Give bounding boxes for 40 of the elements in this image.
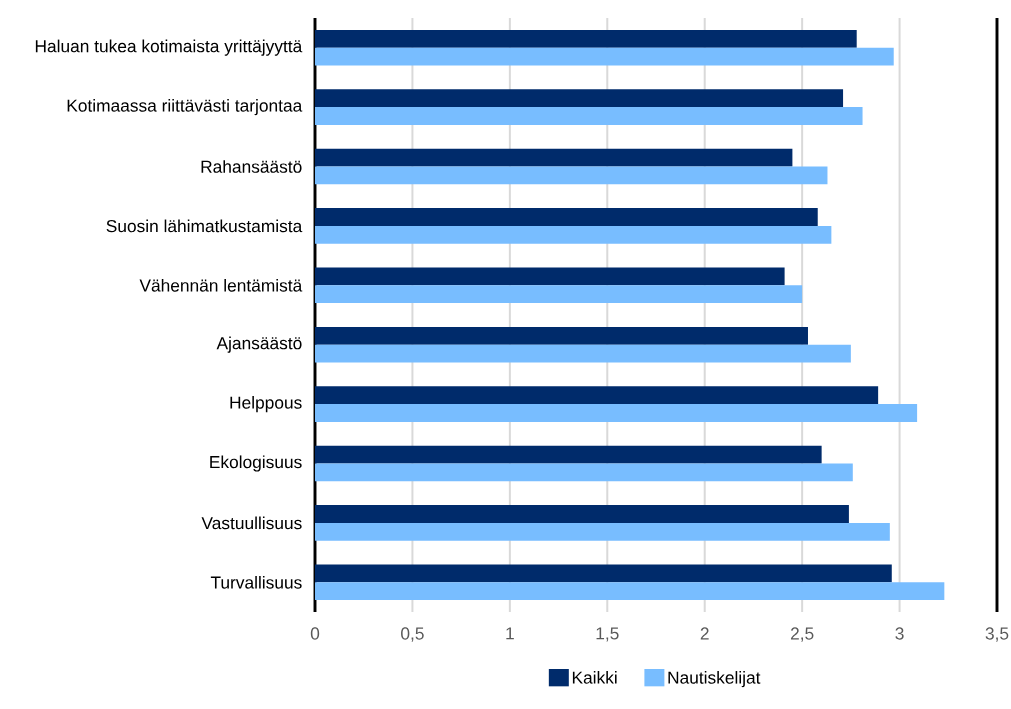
bar [315,208,818,226]
bar [315,463,853,482]
bar [315,47,894,66]
bar [315,582,945,601]
y-tick-label: Turvallisuus [210,575,302,589]
x-tick-label: 2 [700,627,709,640]
bar [315,344,851,363]
bar [315,522,890,541]
bar [315,148,793,167]
bar [315,386,879,405]
x-tick-label: 2,5 [790,627,814,642]
y-tick-label: Vähennän lentämistä [139,278,303,292]
y-tick-label: Suosin lähimatkustamista [106,219,303,233]
legend-label: Nautiskelijat [668,671,761,688]
y-tick-label: Kotimaassa riittävästi tarjontaa [67,99,303,116]
bar [315,285,803,304]
x-tick-label: 1,5 [596,627,619,642]
y-tick-label: Vastuullisuus [201,516,302,530]
bar [315,107,863,125]
bar [315,225,832,244]
bar [315,166,828,185]
y-tick-label: Haluan tukea kotimaista yrittäjyyttä [35,39,303,56]
x-tick-label: 1 [506,627,514,640]
bar [315,29,857,48]
bar [315,445,822,464]
legend-label: Kaikki [572,671,617,684]
y-tick-label: Rahansäästö [201,160,302,173]
x-tick-label: 3 [895,627,904,640]
x-tick-label: 0,5 [401,627,424,642]
y-tick-label: Ajansäästö [216,336,302,353]
bar [315,89,844,108]
bar [315,326,808,345]
y-tick-label: Ekologisuus [210,455,302,472]
bar [315,505,849,523]
y-tick-label: Helppous [230,396,302,413]
x-tick-label: 3,5 [985,627,1009,642]
bar [315,404,918,422]
bar [315,267,785,286]
bar [315,564,892,583]
x-tick-label: 0 [310,627,320,640]
